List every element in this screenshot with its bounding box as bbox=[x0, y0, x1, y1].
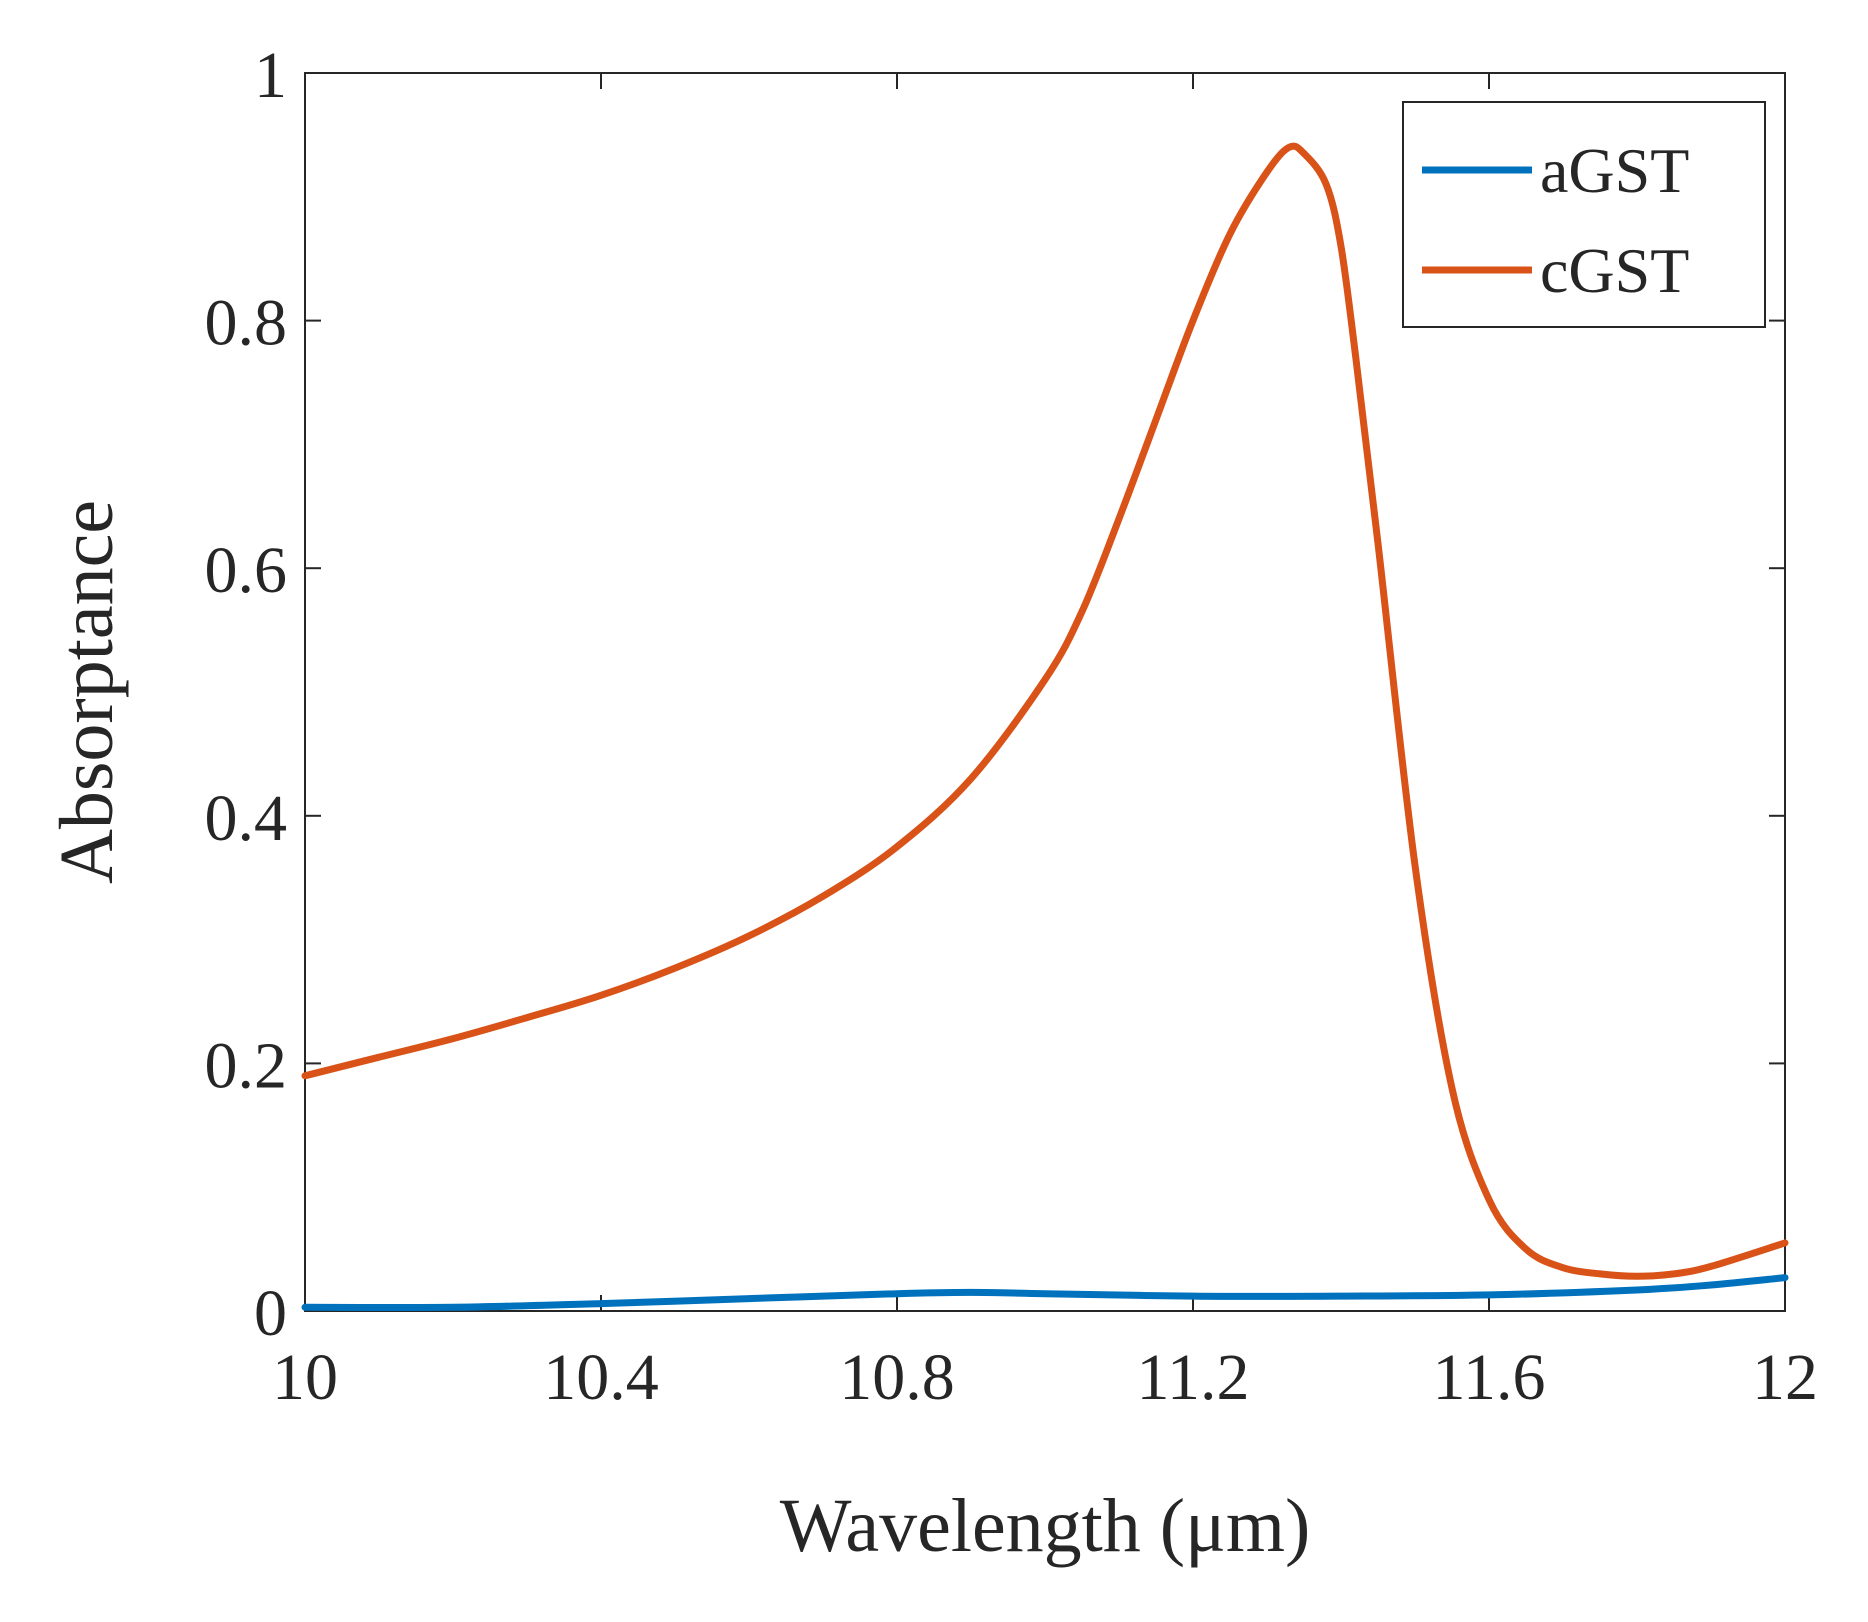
legend-label-agst: aGST bbox=[1540, 135, 1689, 206]
y-tick-label: 0.2 bbox=[205, 1029, 288, 1102]
y-tick-label: 0 bbox=[254, 1277, 287, 1350]
y-tick-label: 0.8 bbox=[205, 287, 288, 360]
legend-label-cgst: cGST bbox=[1540, 235, 1689, 306]
series-line-agst bbox=[301, 1274, 1789, 1312]
legend: aGST cGST bbox=[1402, 101, 1766, 328]
y-tick-label: 0.6 bbox=[205, 534, 288, 607]
series-layer bbox=[301, 142, 1789, 1312]
y-tick-label: 1 bbox=[254, 39, 287, 112]
x-tick-label: 11.2 bbox=[1136, 1341, 1249, 1414]
x-tick-label: 10.8 bbox=[839, 1341, 955, 1414]
legend-box bbox=[1402, 101, 1766, 328]
y-axis-title: Absorptance bbox=[45, 500, 129, 884]
x-tick-label: 12 bbox=[1752, 1341, 1818, 1414]
x-tick-label: 11.6 bbox=[1432, 1341, 1545, 1414]
x-tick-label: 10.4 bbox=[543, 1341, 659, 1414]
x-tick-labels: 10 10.4 10.8 11.2 11.6 12 bbox=[272, 1341, 1818, 1414]
y-tick-label: 0.4 bbox=[205, 782, 288, 855]
x-tick-label: 10 bbox=[272, 1341, 338, 1414]
y-tick-labels: 0 0.2 0.4 0.6 0.8 1 bbox=[205, 39, 288, 1350]
x-axis-title: Wavelength (μm) bbox=[780, 1484, 1311, 1568]
series-line-cgst bbox=[301, 142, 1789, 1280]
axis-ticks bbox=[304, 72, 1786, 1312]
